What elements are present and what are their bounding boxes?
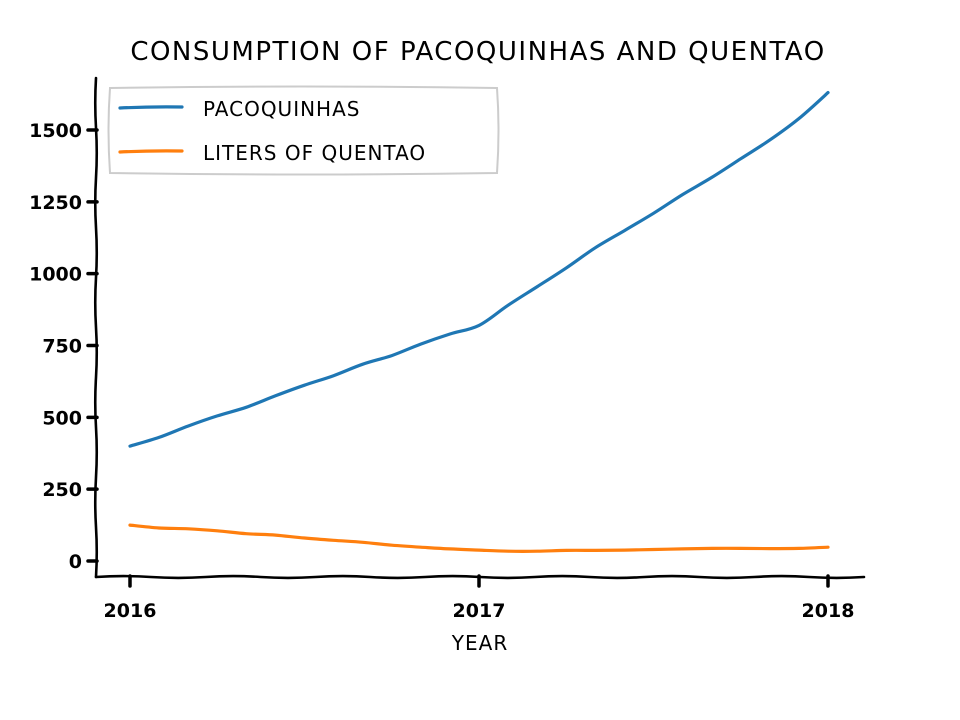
y-tick-label: 500 bbox=[42, 407, 82, 429]
x-tick-label: 2016 bbox=[104, 600, 157, 622]
y-axis-line bbox=[93, 76, 99, 579]
legend: PACOQUINHAS LITERS OF QUENTAO bbox=[107, 85, 500, 176]
x-tick-label: 2018 bbox=[802, 600, 855, 622]
plot-area bbox=[128, 91, 830, 553]
x-tick-label: 2017 bbox=[453, 600, 506, 622]
series-line-1 bbox=[128, 523, 830, 553]
legend-swatch-0 bbox=[118, 105, 184, 110]
y-tick-label: 1250 bbox=[29, 192, 82, 214]
legend-label-0: PACOQUINHAS bbox=[203, 97, 360, 121]
y-tick-label: 1000 bbox=[29, 264, 82, 286]
axes: 0 250 500 750 1000 1250 1500 2016 2017 2018 bbox=[29, 76, 866, 622]
y-tick-label: 0 bbox=[69, 551, 82, 573]
x-axis-label: YEAR bbox=[451, 631, 508, 655]
legend-label-1: LITERS OF QUENTAO bbox=[203, 141, 426, 165]
legend-swatch-1 bbox=[118, 149, 184, 154]
y-tick-label: 1500 bbox=[29, 120, 82, 142]
y-tick-label: 250 bbox=[42, 479, 82, 501]
legend-box bbox=[107, 85, 500, 176]
y-tick-label: 750 bbox=[42, 336, 82, 358]
chart-title: CONSUMPTION OF PACOQUINHAS AND QUENTAO bbox=[130, 37, 825, 67]
